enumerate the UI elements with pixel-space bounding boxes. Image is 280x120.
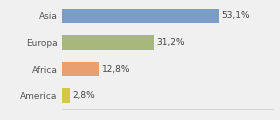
Text: 2,8%: 2,8% <box>72 91 95 100</box>
Bar <box>62 62 99 76</box>
Bar <box>62 9 218 23</box>
Text: 31,2%: 31,2% <box>156 38 185 47</box>
Bar <box>62 88 70 103</box>
Text: 12,8%: 12,8% <box>102 65 130 74</box>
Text: 53,1%: 53,1% <box>221 11 249 20</box>
Bar <box>62 35 154 50</box>
